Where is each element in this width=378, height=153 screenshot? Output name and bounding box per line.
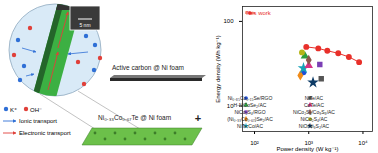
svg-text:NiCo₂S₄/AC: NiCo₂S₄/AC xyxy=(301,116,328,122)
svg-text:(Ni₀.₃₃Co₀.₆₇)Se₂/AC: (Ni₀.₃₃Co₀.₆₇)Se₂/AC xyxy=(227,116,273,122)
svg-text:10: 10 xyxy=(226,102,234,109)
svg-text:NiTe/AC: NiTe/AC xyxy=(305,95,324,101)
svg-text:Ni₀.₃₃Co₀.₆₇Te @ Ni foam: Ni₀.₃₃Co₀.₆₇Te @ Ni foam xyxy=(98,114,171,121)
svg-text:NiTe:Co/AC: NiTe:Co/AC xyxy=(237,123,264,129)
svg-text:Electronic transport: Electronic transport xyxy=(19,130,71,136)
svg-text:OH⁻: OH⁻ xyxy=(30,107,42,113)
svg-text:10³: 10³ xyxy=(304,139,314,146)
svg-text:Energy density (Wh kg⁻¹): Energy density (Wh kg⁻¹) xyxy=(215,35,221,103)
svg-text:Power density (W kg⁻¹): Power density (W kg⁻¹) xyxy=(276,146,338,152)
svg-text:5 nm: 5 nm xyxy=(79,22,90,28)
svg-text:NiCo₂S₄/Co₉S₈/AC: NiCo₂S₄/Co₉S₈/AC xyxy=(293,109,335,115)
svg-text:+: + xyxy=(195,112,201,124)
svg-text:Active carbon @ Ni foam: Active carbon @ Ni foam xyxy=(112,64,184,71)
svg-text:Ni₀.₈₅Co₀.₁₅Se/RGO: Ni₀.₈₅Co₀.₁₅Se/RGO xyxy=(228,95,273,101)
svg-text:NiO/Ni₃S₂/AC: NiO/Ni₃S₂/AC xyxy=(299,123,330,129)
svg-text:K⁺: K⁺ xyxy=(10,107,17,113)
svg-text:This work: This work xyxy=(245,10,272,16)
svg-text:10²: 10² xyxy=(250,140,259,146)
svg-text:Ionic transport: Ionic transport xyxy=(19,118,57,124)
svg-text:10⁴: 10⁴ xyxy=(358,140,368,146)
svg-text:100: 100 xyxy=(223,18,234,24)
svg-text:CoTe/AC: CoTe/AC xyxy=(304,102,324,108)
svg-text:NiCo₂S₄/RGO: NiCo₂S₄/RGO xyxy=(234,109,265,115)
svg-text:H-NiCoSe₂/AC: H-NiCoSe₂/AC xyxy=(234,102,267,108)
